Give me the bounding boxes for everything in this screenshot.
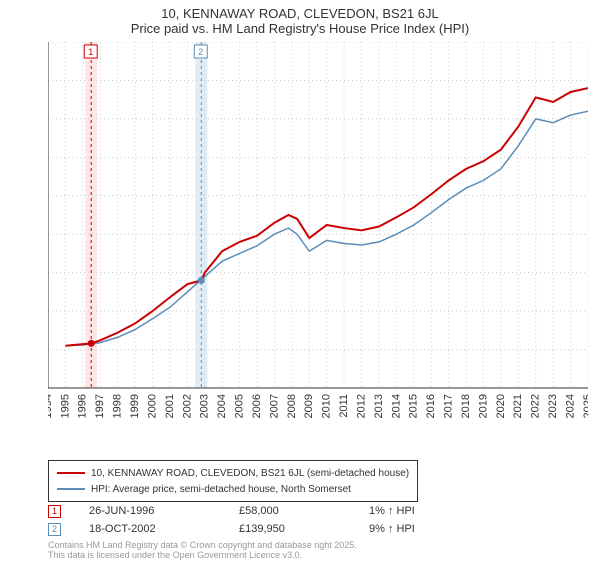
svg-text:1998: 1998 — [112, 394, 124, 418]
svg-text:2025: 2025 — [582, 394, 588, 418]
svg-text:2018: 2018 — [460, 394, 472, 418]
sale-marker: 2 — [48, 523, 61, 536]
sale-row: 1 26-JUN-1996£58,0001% ↑ HPI — [48, 502, 469, 520]
legend-label: 10, KENNAWAY ROAD, CLEVEDON, BS21 6JL (s… — [91, 468, 409, 479]
sale-diff: 9% ↑ HPI — [369, 523, 469, 535]
chart-container: 10, KENNAWAY ROAD, CLEVEDON, BS21 6JL Pr… — [0, 0, 600, 560]
legend: 10, KENNAWAY ROAD, CLEVEDON, BS21 6JL (s… — [48, 460, 418, 502]
sale-price: £58,000 — [239, 505, 369, 517]
svg-text:1: 1 — [88, 47, 93, 57]
legend-item: HPI: Average price, semi-detached house,… — [57, 481, 409, 497]
svg-text:1994: 1994 — [48, 394, 54, 418]
svg-text:1999: 1999 — [129, 394, 141, 418]
sale-row: 2 18-OCT-2002£139,9509% ↑ HPI — [48, 520, 469, 538]
svg-text:2010: 2010 — [321, 394, 333, 418]
svg-text:2014: 2014 — [390, 394, 402, 418]
svg-text:2019: 2019 — [477, 394, 489, 418]
sale-records: 1 26-JUN-1996£58,0001% ↑ HPI 2 18-OCT-2002£… — [48, 502, 469, 538]
svg-text:1996: 1996 — [77, 394, 89, 418]
svg-text:2006: 2006 — [251, 394, 263, 418]
legend-swatch — [57, 488, 85, 490]
svg-text:2021: 2021 — [512, 394, 524, 418]
sale-date: 18-OCT-2002 — [89, 523, 239, 535]
svg-text:2004: 2004 — [216, 394, 228, 418]
svg-text:2003: 2003 — [199, 394, 211, 418]
svg-text:2020: 2020 — [495, 394, 507, 418]
legend-label: HPI: Average price, semi-detached house,… — [91, 484, 351, 495]
svg-text:2007: 2007 — [268, 394, 280, 418]
title-subtitle: Price paid vs. HM Land Registry's House … — [0, 21, 600, 36]
svg-text:2008: 2008 — [286, 394, 298, 418]
legend-swatch — [57, 472, 85, 474]
sale-diff: 1% ↑ HPI — [369, 505, 469, 517]
svg-text:2000: 2000 — [146, 394, 158, 418]
footer-line2: This data is licensed under the Open Gov… — [48, 550, 357, 560]
svg-text:2011: 2011 — [338, 394, 350, 418]
footer-line1: Contains HM Land Registry data © Crown c… — [48, 540, 357, 550]
sale-price: £139,950 — [239, 523, 369, 535]
svg-text:1997: 1997 — [94, 394, 106, 418]
chart-area: £0£50K£100K£150K£200K£250K£300K£350K£400… — [48, 42, 588, 422]
sale-marker: 1 — [48, 505, 61, 518]
svg-text:2024: 2024 — [564, 394, 576, 418]
svg-text:2002: 2002 — [181, 394, 193, 418]
svg-text:2023: 2023 — [547, 394, 559, 418]
svg-text:1995: 1995 — [59, 394, 71, 418]
svg-text:2012: 2012 — [355, 394, 367, 418]
legend-item: 10, KENNAWAY ROAD, CLEVEDON, BS21 6JL (s… — [57, 465, 409, 481]
svg-text:2022: 2022 — [530, 394, 542, 418]
svg-text:2015: 2015 — [408, 394, 420, 418]
svg-text:2017: 2017 — [443, 394, 455, 418]
chart-svg: £0£50K£100K£150K£200K£250K£300K£350K£400… — [48, 42, 588, 422]
svg-text:2: 2 — [198, 47, 203, 57]
svg-text:2016: 2016 — [425, 394, 437, 418]
sale-date: 26-JUN-1996 — [89, 505, 239, 517]
footer: Contains HM Land Registry data © Crown c… — [48, 540, 357, 561]
title-address: 10, KENNAWAY ROAD, CLEVEDON, BS21 6JL — [0, 6, 600, 21]
svg-text:2013: 2013 — [373, 394, 385, 418]
svg-text:2009: 2009 — [303, 394, 315, 418]
svg-text:2005: 2005 — [234, 394, 246, 418]
svg-text:2001: 2001 — [164, 394, 176, 418]
title-block: 10, KENNAWAY ROAD, CLEVEDON, BS21 6JL Pr… — [0, 0, 600, 36]
